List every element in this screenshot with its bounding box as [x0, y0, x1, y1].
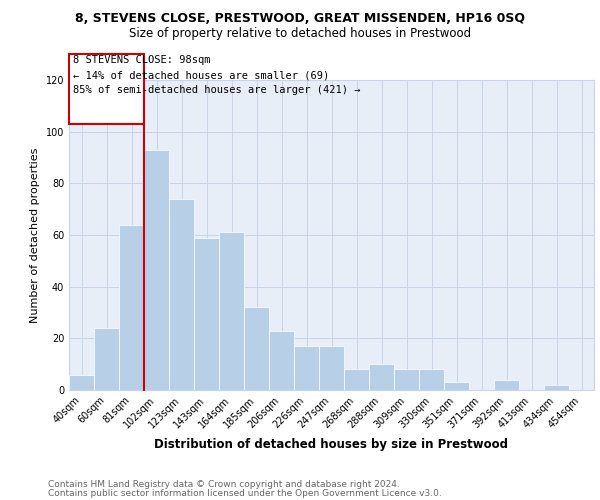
Bar: [269, 330, 294, 390]
Text: Contains HM Land Registry data © Crown copyright and database right 2024.: Contains HM Land Registry data © Crown c…: [48, 480, 400, 489]
Y-axis label: Number of detached properties: Number of detached properties: [30, 148, 40, 322]
Text: 8 STEVENS CLOSE: 98sqm
← 14% of detached houses are smaller (69)
85% of semi-det: 8 STEVENS CLOSE: 98sqm ← 14% of detached…: [73, 56, 360, 95]
X-axis label: Distribution of detached houses by size in Prestwood: Distribution of detached houses by size …: [155, 438, 509, 451]
Bar: [69, 374, 94, 390]
Text: Contains public sector information licensed under the Open Government Licence v3: Contains public sector information licen…: [48, 488, 442, 498]
Bar: [169, 199, 194, 390]
Bar: [444, 382, 469, 390]
Bar: [369, 364, 394, 390]
Bar: [244, 308, 269, 390]
Bar: [94, 328, 119, 390]
FancyBboxPatch shape: [69, 54, 144, 124]
Bar: [419, 370, 444, 390]
Bar: [394, 370, 419, 390]
Text: Size of property relative to detached houses in Prestwood: Size of property relative to detached ho…: [129, 28, 471, 40]
Bar: [344, 370, 369, 390]
Bar: [219, 232, 244, 390]
Text: 8, STEVENS CLOSE, PRESTWOOD, GREAT MISSENDEN, HP16 0SQ: 8, STEVENS CLOSE, PRESTWOOD, GREAT MISSE…: [75, 12, 525, 26]
Bar: [294, 346, 319, 390]
Bar: [194, 238, 219, 390]
Bar: [494, 380, 519, 390]
Bar: [144, 150, 169, 390]
Bar: [544, 385, 569, 390]
Bar: [319, 346, 344, 390]
Bar: [119, 224, 144, 390]
